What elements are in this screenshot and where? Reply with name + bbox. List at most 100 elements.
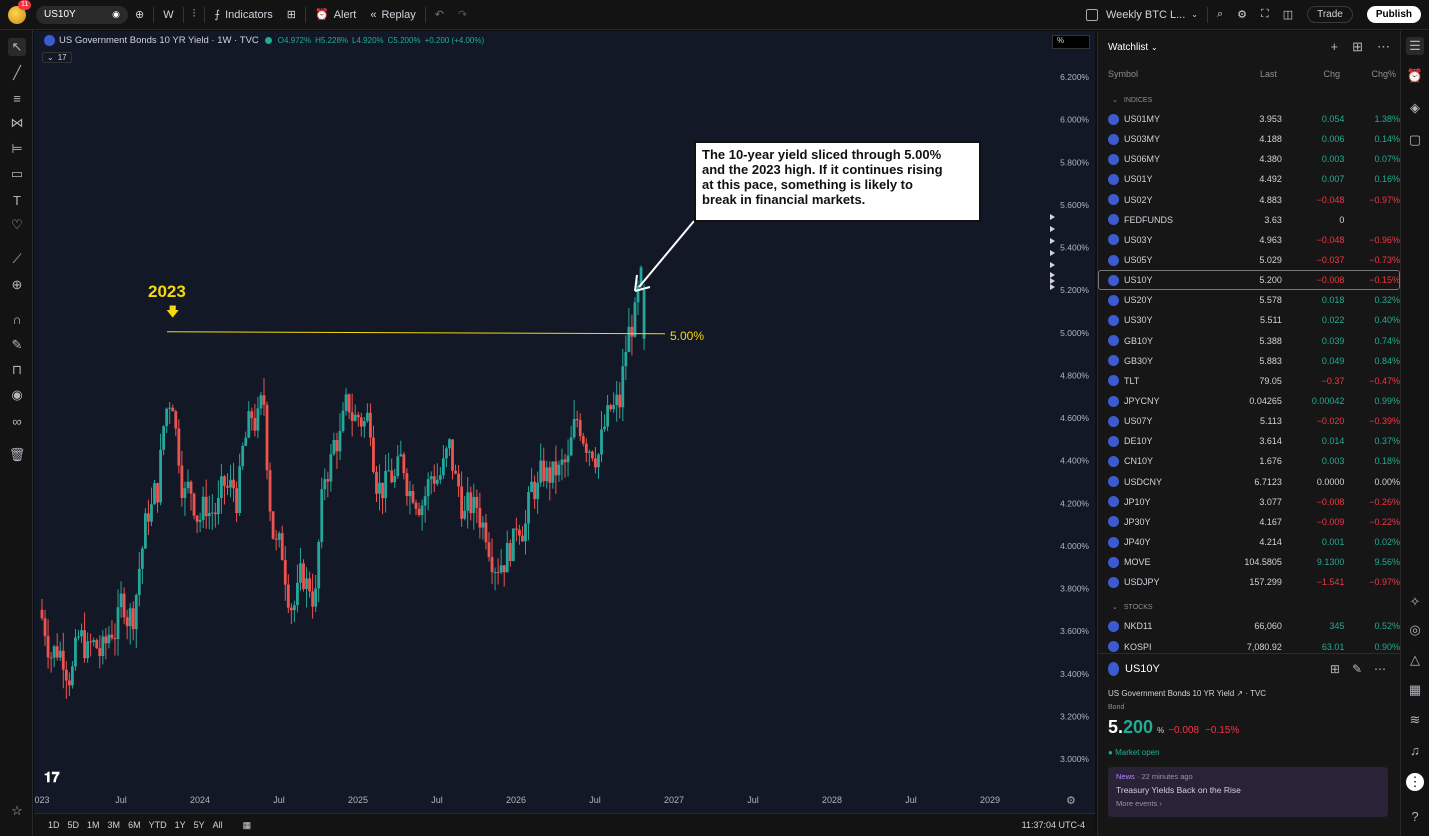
clock-readout[interactable]: 11:37:04 UTC-4	[1021, 820, 1085, 830]
chart-canvas[interactable]: 6.200% 6.000% 5.800% 5.600% 5.400% 5.200% 5.00…	[34, 31, 1095, 813]
list-item[interactable]: MOVE 104.5805 9.1300 9.56%	[1098, 552, 1400, 572]
shape-icon[interactable]: ▭	[10, 166, 24, 181]
more-icon[interactable]: ⋯	[1374, 662, 1386, 676]
pattern-icon[interactable]: ⋈	[10, 115, 24, 130]
trend-line-icon[interactable]: ╱	[13, 65, 21, 80]
range-5y[interactable]: 5Y	[193, 820, 205, 830]
chart-title[interactable]: US Government Bonds 10 YR Yield · 1W · T…	[59, 35, 259, 46]
news-headline[interactable]: Treasury Yields Back on the Rise	[1116, 785, 1241, 795]
user-avatar[interactable]: 11	[8, 0, 32, 24]
zoom-icon[interactable]: ⊕	[11, 277, 23, 292]
watchlist-title-button[interactable]: Watchlist ⌄	[1108, 42, 1158, 53]
more-icon[interactable]: ⋯	[1377, 39, 1390, 54]
ideas-icon[interactable]: ✧	[1409, 594, 1421, 609]
range-5d[interactable]: 5D	[67, 820, 80, 830]
range-3m[interactable]: 3M	[107, 820, 121, 830]
external-link-icon[interactable]: ↗	[1236, 689, 1244, 698]
list-item[interactable]: USDJPY 157.299 −1.541 −0.97%	[1098, 572, 1400, 592]
grid-icon[interactable]: ⊞	[1329, 662, 1340, 676]
replay-button[interactable]: « Replay	[363, 0, 422, 30]
news-more-link[interactable]: More events ›	[1116, 799, 1162, 808]
list-item[interactable]: US03Y 4.963 −0.048 −0.96%	[1098, 230, 1400, 250]
star-icon[interactable]: ☆	[11, 803, 23, 818]
tv-logo-icon[interactable]: 𝟏𝟕	[44, 769, 60, 785]
section-indices[interactable]: ⌄ INDICES	[1098, 91, 1400, 109]
list-item[interactable]: US07Y 5.113 −0.020 −0.39%	[1098, 411, 1400, 431]
list-item[interactable]: US05Y 5.029 −0.037 −0.73%	[1098, 250, 1400, 270]
cursor-icon[interactable]: ↖	[8, 38, 26, 56]
snapshot-button[interactable]: ◫	[1276, 0, 1300, 30]
chart-pane[interactable]: 6.200% 6.000% 5.800% 5.600% 5.400% 5.200% 5.00…	[34, 31, 1095, 813]
quick-search-button[interactable]: ⌕	[1210, 0, 1230, 30]
col-chg-pct[interactable]: Chg%	[1371, 69, 1396, 79]
range-ytd[interactable]: YTD	[148, 820, 167, 830]
list-item[interactable]: US30Y 5.511 0.022 0.40%	[1098, 310, 1400, 330]
text-icon[interactable]: T	[13, 192, 21, 208]
chart-type-button[interactable]: ⫶	[186, 0, 203, 30]
interval-button[interactable]: W	[163, 8, 174, 21]
col-chg[interactable]: Chg	[1323, 69, 1340, 79]
publish-button[interactable]: Publish	[1366, 6, 1421, 23]
scale-mode-field[interactable]: %	[1052, 35, 1090, 49]
list-item[interactable]: US01Y 4.492 0.007 0.16%	[1098, 169, 1400, 189]
eye-icon[interactable]: ◉	[11, 387, 23, 402]
calendar-icon[interactable]: ▦	[1408, 682, 1422, 697]
list-item[interactable]: US06MY 4.380 0.003 0.07%	[1098, 149, 1400, 169]
range-1m[interactable]: 1M	[87, 820, 100, 830]
list-item[interactable]: US03MY 4.188 0.006 0.14%	[1098, 129, 1400, 149]
projection-icon[interactable]: ⊨	[11, 141, 23, 156]
list-item[interactable]: TLT 79.05 −0.37 −0.47%	[1098, 371, 1400, 391]
list-item[interactable]: US10Y 5.200 −0.008 −0.15%	[1098, 270, 1400, 291]
bell-icon[interactable]: ♫	[1410, 742, 1420, 758]
alert-button[interactable]: ⏰ Alert	[308, 0, 363, 30]
triangle-icon[interactable]: △	[1410, 652, 1420, 667]
list-item[interactable]: JPYCNY 0.04265 0.00042 0.99%	[1098, 391, 1400, 411]
calendar-icon[interactable]: ▦	[242, 819, 252, 830]
range-1y[interactable]: 1Y	[174, 820, 186, 830]
chat-icon[interactable]: ▢	[1408, 132, 1422, 147]
apps-icon[interactable]: ⋮	[1406, 773, 1424, 791]
list-item[interactable]: US01MY 3.953 0.054 1.38%	[1098, 109, 1400, 129]
range-all[interactable]: All	[212, 820, 223, 830]
list-item[interactable]: US02Y 4.883 −0.048 −0.97%	[1098, 190, 1400, 210]
watchlist-icon[interactable]: ☰	[1406, 37, 1424, 55]
layout-button[interactable]: Weekly BTC L... ⌄	[1079, 0, 1205, 30]
detail-symbol[interactable]: US10Y	[1125, 663, 1160, 675]
help-icon[interactable]: ?	[1411, 808, 1419, 824]
advanced-view-icon[interactable]: ⊞	[1352, 39, 1363, 54]
add-symbol-icon[interactable]: +	[1330, 39, 1339, 54]
add-symbol-button[interactable]: ⊕	[128, 0, 151, 30]
section-stocks[interactable]: ⌄ STOCKS	[1098, 598, 1400, 616]
settings-gear-icon[interactable]: ⚙	[1066, 795, 1076, 807]
alerts-icon[interactable]: ⏰	[1406, 68, 1424, 83]
list-item[interactable]: FEDFUNDS 3.63 0	[1098, 210, 1400, 230]
templates-button[interactable]: ⊞	[280, 0, 303, 30]
range-1d[interactable]: 1D	[48, 820, 60, 830]
list-item[interactable]: JP40Y 4.214 0.001 0.02%	[1098, 532, 1400, 552]
trash-icon[interactable]: 🗑	[8, 447, 26, 462]
list-item[interactable]: GB30Y 5.883 0.049 0.84%	[1098, 351, 1400, 371]
list-item[interactable]: GB10Y 5.388 0.039 0.74%	[1098, 331, 1400, 351]
news-card[interactable]: News · 22 minutes ago Treasury Yields Ba…	[1108, 767, 1388, 817]
col-symbol[interactable]: Symbol	[1108, 69, 1139, 79]
redo-button[interactable]: ↷	[451, 0, 474, 30]
indicator-toggle[interactable]: ⌄ 17	[42, 52, 72, 63]
list-item[interactable]: USDCNY 6.7123 0.0000 0.00%	[1098, 472, 1400, 492]
edit-icon[interactable]: ✎	[1351, 662, 1362, 676]
layers-icon[interactable]: ◈	[1410, 100, 1420, 115]
list-item[interactable]: NKD11 66,060 345 0.52%	[1098, 616, 1400, 636]
list-item[interactable]: JP30Y 4.167 −0.009 −0.22%	[1098, 512, 1400, 532]
undo-button[interactable]: ↶	[428, 0, 451, 30]
eye-icon[interactable]: ◉	[112, 9, 120, 19]
list-item[interactable]: CN10Y 1.676 0.003 0.18%	[1098, 451, 1400, 471]
magnet-icon[interactable]: ∩	[12, 311, 22, 327]
fullscreen-button[interactable]: ⛶	[1254, 0, 1276, 30]
link-icon[interactable]: ∞	[12, 413, 22, 429]
detail-name[interactable]: US Government Bonds 10 YR Yield	[1108, 689, 1235, 698]
range-6m[interactable]: 6M	[128, 820, 141, 830]
stream-icon[interactable]: ≋	[1409, 712, 1421, 727]
stay-drawing-icon[interactable]: ✎	[11, 337, 23, 352]
list-item[interactable]: US20Y 5.578 0.018 0.32%	[1098, 290, 1400, 310]
heart-icon[interactable]: ♡	[11, 217, 23, 232]
lock-icon[interactable]: ⊓	[11, 362, 23, 377]
